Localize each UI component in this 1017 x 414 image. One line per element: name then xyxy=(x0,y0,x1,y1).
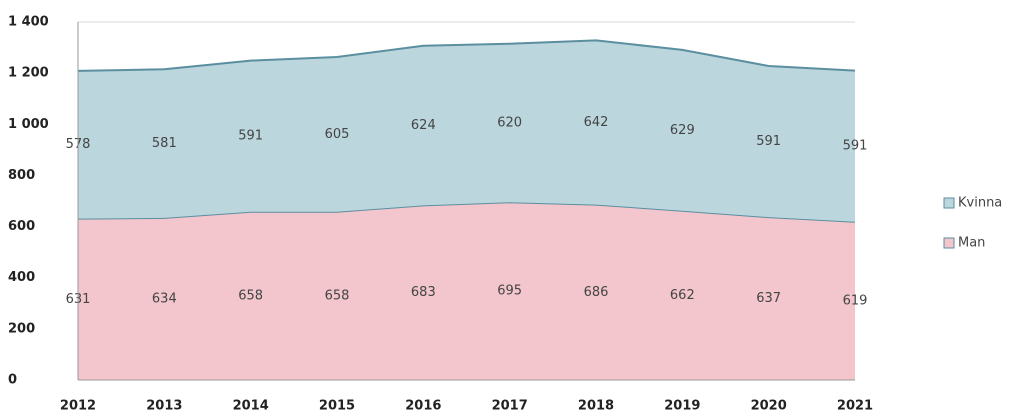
x-tick-label: 2021 xyxy=(837,399,873,414)
data-label: 605 xyxy=(325,127,350,142)
x-tick-label: 2016 xyxy=(405,399,441,414)
area xyxy=(78,40,855,222)
legend-label: Man xyxy=(958,236,985,251)
data-label: 658 xyxy=(325,288,350,303)
data-label: 591 xyxy=(238,129,263,144)
y-tick-label: 1 000 xyxy=(8,117,49,132)
x-tick-label: 2018 xyxy=(578,399,614,414)
y-tick-label: 200 xyxy=(8,321,35,336)
data-label: 620 xyxy=(497,116,522,131)
y-tick-label: 0 xyxy=(8,373,17,388)
x-tick-label: 2015 xyxy=(319,399,355,414)
data-label: 662 xyxy=(670,288,695,303)
legend-swatch xyxy=(943,237,955,249)
x-tick-label: 2013 xyxy=(146,399,182,414)
legend-label: Kvinna xyxy=(958,196,1002,211)
y-tick-label: 600 xyxy=(8,219,35,234)
data-label: 591 xyxy=(843,139,868,154)
data-label: 695 xyxy=(497,284,522,299)
data-label: 624 xyxy=(411,118,436,133)
area xyxy=(78,202,855,380)
data-label: 637 xyxy=(756,291,781,306)
data-label: 683 xyxy=(411,285,436,300)
data-label: 634 xyxy=(152,291,177,306)
x-tick-label: 2012 xyxy=(60,399,96,414)
y-tick-label: 1 200 xyxy=(8,66,49,81)
y-tick-label: 1 400 xyxy=(8,15,49,30)
x-tick-label: 2017 xyxy=(492,399,528,414)
area-line xyxy=(77,39,856,72)
data-label: 629 xyxy=(670,123,695,138)
legend-swatch xyxy=(943,197,955,209)
data-label: 591 xyxy=(756,134,781,149)
x-tick-label: 2019 xyxy=(664,399,700,414)
data-label: 619 xyxy=(843,293,868,308)
y-tick-label: 800 xyxy=(8,168,35,183)
data-label: 658 xyxy=(238,288,263,303)
x-tick-label: 2020 xyxy=(751,399,787,414)
data-label: 686 xyxy=(584,285,609,300)
data-label: 642 xyxy=(584,115,609,130)
x-tick-label: 2014 xyxy=(233,399,269,414)
y-tick-label: 400 xyxy=(8,270,35,285)
data-label: 581 xyxy=(152,136,177,151)
